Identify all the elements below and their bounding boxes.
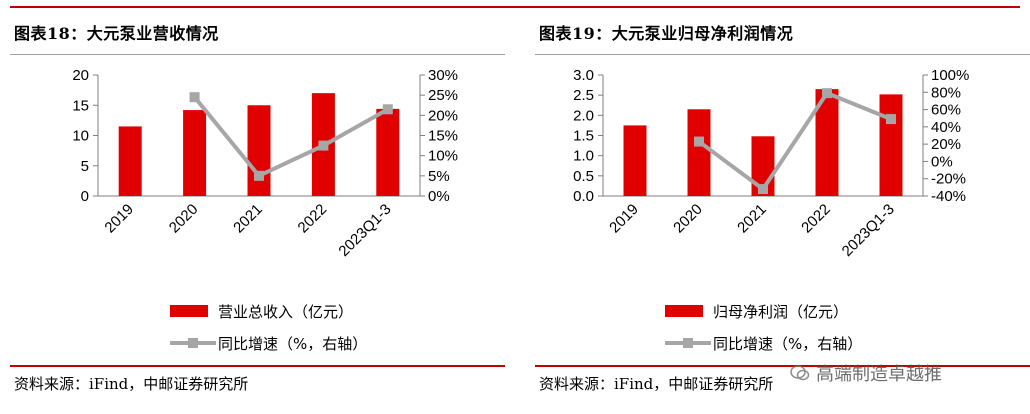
right-axis-tick-label: 20% [428,107,458,124]
source-note: 资料来源：iFind，中邮证券研究所 [14,375,249,393]
legend-line-label: 同比增速（%，右轴） [218,335,368,353]
top-accent-line [10,6,1020,8]
net-profit-chart-panel: 图表19：大元泵业归母净利润情况 0.0 0.5 1.0 1.5 2.0 2.5 3.0 -4… [535,10,1030,405]
right-axis-tick-label: 100% [931,67,969,84]
right-axis-tick-label: 0% [428,188,450,205]
right-axis-tick-label: 30% [428,67,458,84]
wechat-icon [790,365,810,381]
growth-point [382,104,393,115]
wechat-watermark: 高端制造卓越推 [790,360,942,386]
left-axis-tick-label: 0 [81,188,89,205]
x-tick-label: 2021 [230,201,266,237]
legend-bar-swatch [665,305,703,317]
x-tick-label: 2020 [166,201,202,237]
bar [118,126,142,196]
legend-bar-label: 营业总收入（亿元） [218,303,354,321]
left-axis-tick-label: 2.5 [573,87,594,104]
title-divider [535,54,1030,55]
right-axis-tick-label: 10% [428,148,458,165]
bar [376,108,400,196]
growth-point [189,92,200,103]
bottom-divider [535,365,1030,367]
bottom-divider [10,365,505,367]
growth-line [697,90,892,192]
legend-bar-swatch [170,305,208,317]
growth-point [758,184,768,195]
x-tick-label: 2019 [606,201,642,237]
left-axis-tick-label: 0.5 [573,168,594,185]
growth-point [694,136,704,147]
left-axis-tick-label: 1.5 [573,128,594,145]
x-tick-label: 2023Q1-3 [335,201,394,260]
right-axis-tick-label: 20% [931,136,961,153]
left-axis-tick-label: 3.0 [573,67,594,84]
left-axis-tick-label: 1.0 [573,148,594,165]
growth-point [254,170,264,181]
chart-title: 图表18：大元泵业营收情况 [14,24,219,43]
bar [247,105,271,196]
bar [687,109,711,196]
left-axis-tick-label: 0.0 [573,188,594,205]
x-tick-label: 2019 [101,201,137,237]
growth-point [822,88,832,99]
right-axis-tick-label: 0% [931,153,953,170]
growth-point [886,114,896,125]
source-note: 资料来源：iFind，中邮证券研究所 [539,375,774,393]
revenue-chart-panel: 图表18：大元泵业营收情况 0 5 10 15 20 0% 5% 10% 15% 20% 25% 30… [10,10,505,405]
right-axis-tick-label: 40% [931,119,961,136]
left-axis-tick-label: 10 [72,128,89,145]
right-axis-tick-label: -40% [931,188,966,205]
revenue-chart: 0 5 10 15 20 0% 5% 10% 15% 20% 25% 30% 2019 2020 2021 2… [72,67,458,260]
x-tick-label: 2022 [798,201,834,237]
legend-bar-label: 归母净利润（亿元） [713,303,849,321]
legend-line-swatch [665,338,711,348]
x-tick-label: 2023Q1-3 [839,201,898,260]
legend-line-swatch [170,338,216,348]
left-axis-tick-label: 15 [72,97,89,114]
bar [183,110,207,196]
legend-line-label: 同比增速（%，右轴） [713,335,863,353]
left-axis-tick-label: 20 [72,67,89,84]
right-axis-tick-label: 5% [428,168,450,185]
growth-point [318,140,329,151]
left-axis-tick-label: 5 [81,158,89,175]
x-tick-label: 2020 [670,201,706,237]
bar [623,125,647,196]
right-axis-tick-label: 25% [428,87,458,104]
left-axis-tick-label: 2.0 [573,107,594,124]
bar [879,94,903,196]
growth-line [193,95,389,179]
right-axis-tick-label: 60% [931,102,961,119]
right-axis-tick-label: 80% [931,84,961,101]
bar [815,89,839,196]
title-divider [10,54,505,55]
right-axis-tick-label: -20% [931,171,966,188]
watermark-text: 高端制造卓越推 [816,364,942,385]
chart-title: 图表19：大元泵业归母净利润情况 [539,24,794,43]
x-tick-label: 2021 [734,201,770,237]
right-axis-tick-label: 15% [428,128,458,145]
x-tick-label: 2022 [295,201,331,237]
net-profit-chart: 0.0 0.5 1.0 1.5 2.0 2.5 3.0 -40%-20%0%20%40%60%… [573,67,969,260]
